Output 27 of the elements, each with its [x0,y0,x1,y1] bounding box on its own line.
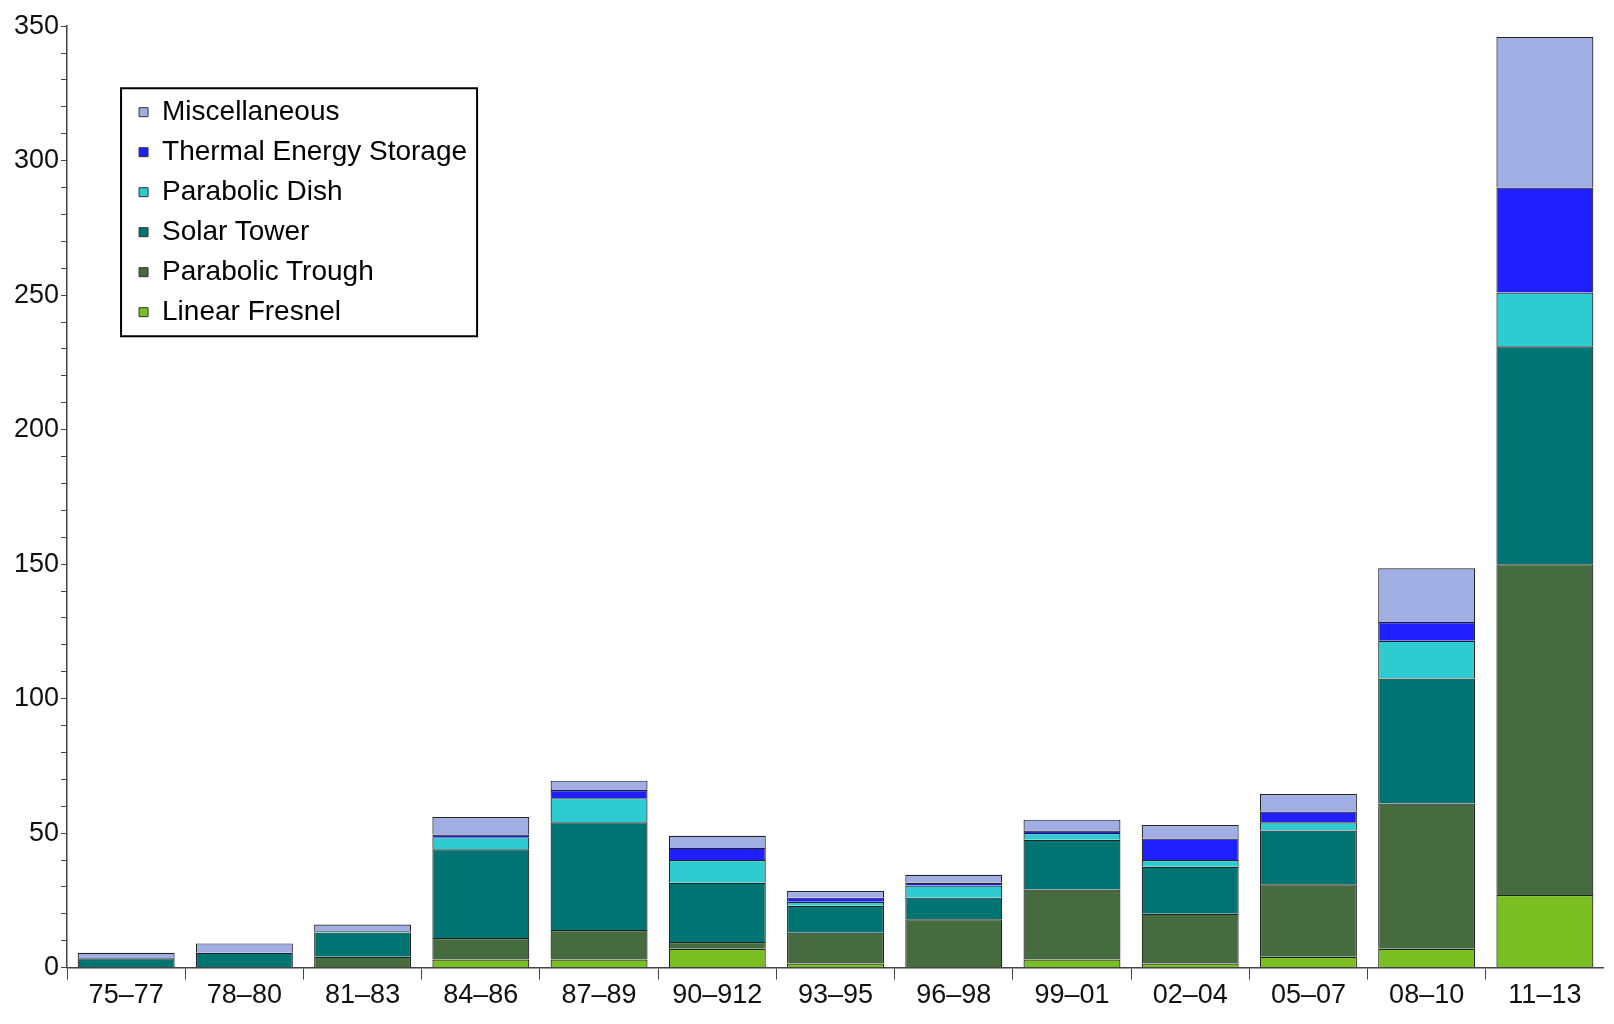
y-tick-label: 300 [13,144,60,175]
legend-label: Parabolic Dish [162,174,343,206]
legend-label: Miscellaneous [162,94,340,126]
legend-label: Linear Fresnel [162,294,342,326]
legend-label: Thermal Energy Storage [162,134,468,166]
legend-label: Parabolic Trough [162,254,374,286]
legend-label: Solar Tower [162,214,310,246]
x-tick-label: 11–13 [1508,979,1582,1010]
y-tick-label: 100 [13,682,60,713]
x-tick-label: 81–83 [325,979,401,1010]
x-tick-label: 75–77 [88,979,164,1010]
x-tick-label: 90–912 [672,979,763,1010]
y-tick-label: 250 [13,278,60,309]
y-tick-label: 0 [44,951,60,982]
x-tick-label: 84–86 [443,979,519,1010]
x-tick-label: 78–80 [206,979,282,1010]
y-tick-label: 50 [29,816,60,847]
y-tick-label: 350 [13,9,60,40]
x-tick-label: 08–10 [1389,979,1465,1010]
x-tick-label: 02–04 [1152,979,1228,1010]
x-tick-label: 93–95 [797,979,874,1010]
x-tick-label: 87–89 [561,979,637,1010]
x-tick-label: 99–01 [1034,979,1110,1010]
y-tick-label: 150 [13,547,60,578]
x-tick-label: 96–98 [916,979,992,1010]
y-tick-label: 200 [13,413,60,444]
x-tick-label: 05–07 [1270,979,1346,1010]
